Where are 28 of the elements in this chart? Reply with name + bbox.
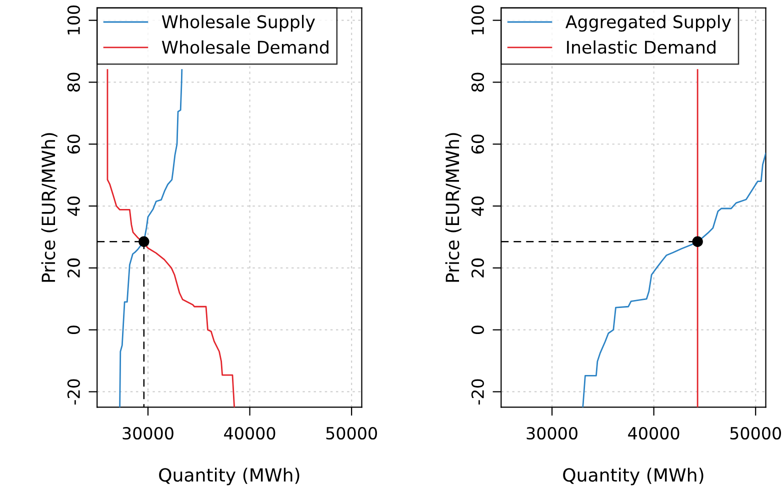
y-tick-label: 20 [471, 258, 484, 278]
legend-label: Inelastic Demand [567, 40, 716, 54]
legend-label: Aggregated Supply [565, 14, 732, 32]
y-tick-label: 0 [67, 326, 80, 334]
legend-label: Wholesale Demand [162, 40, 328, 54]
x-tick-label: 50000 [730, 426, 781, 440]
y-tick-label: 60 [471, 134, 484, 154]
y-tick-label: 100 [471, 6, 484, 34]
y-tick-label: 80 [471, 72, 484, 92]
y-tick-label: 40 [67, 196, 80, 216]
y-tick-label: 60 [67, 134, 80, 154]
x-tick-label: 40000 [224, 426, 276, 440]
y-tick-label: 0 [471, 326, 484, 334]
x-tick-label: 30000 [122, 426, 174, 440]
y-tick-label: 80 [67, 72, 80, 92]
y-tick-label: 100 [67, 6, 80, 34]
y-tick-label: -20 [67, 379, 80, 405]
y-tick-label: 20 [67, 258, 80, 278]
y-tick-label: 40 [471, 196, 484, 216]
y-axis-title: Price (EUR/MWh) [445, 133, 462, 282]
x-tick-label: 50000 [326, 426, 377, 440]
x-axis-title: Quantity (MWh) [563, 468, 704, 486]
x-axis-title: Quantity (MWh) [159, 468, 300, 486]
y-tick-label: -20 [471, 379, 484, 405]
x-tick-label: 30000 [526, 426, 578, 440]
x-tick-label: 40000 [628, 426, 680, 440]
y-axis-title: Price (EUR/MWh) [41, 133, 58, 282]
legend-label: Wholesale Supply [162, 14, 315, 32]
